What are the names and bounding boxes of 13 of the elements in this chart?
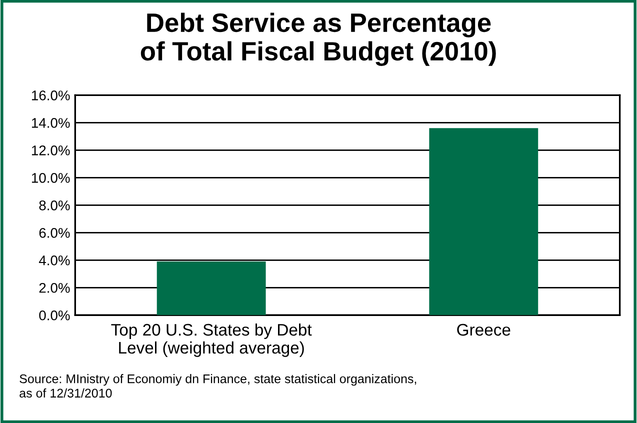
y-tick-label: 16.0% (32, 90, 70, 100)
y-tick-label: 10.0% (32, 172, 70, 183)
x-tick-label: Greece (457, 324, 510, 336)
x-tick-label: Top 20 U.S. States by Debt Level (weighted average) (111, 323, 312, 357)
y-tick-label: 2.0% (39, 282, 70, 293)
source-note: Source: MInistry of Economiy dn Finance, state statistical organizations, as of 12/31/2010 (20, 374, 416, 398)
y-tick-label: 12.0% (32, 146, 70, 156)
y-tick-label: 4.0% (38, 255, 70, 266)
y-tick-label: 6.0% (39, 228, 70, 238)
y-tick-label: 0.0% (39, 310, 70, 320)
y-tick-label: 14.0% (32, 118, 70, 128)
y-tick-label: 8.0% (39, 200, 70, 210)
chart-title: Debt Service as Percentage of Total Fiscal Budget (2010) (140, 12, 496, 66)
